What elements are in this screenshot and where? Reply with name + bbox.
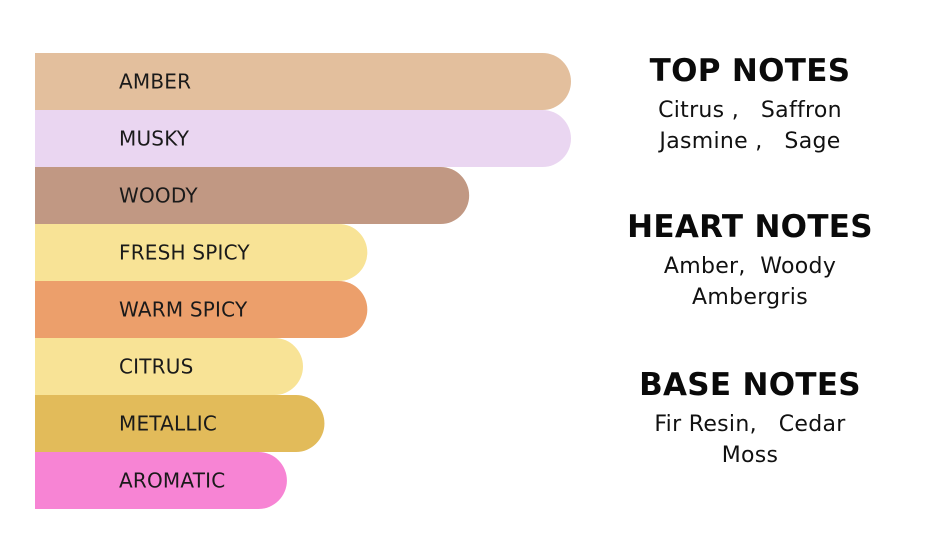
accord-label-warm-spicy: WARM SPICY	[119, 298, 248, 322]
accord-bar-metallic	[35, 395, 325, 452]
top-notes-section: TOP NOTES Citrus , Saffron Jasmine , Sag…	[600, 52, 900, 157]
heart-notes-heading: HEART NOTES	[627, 209, 873, 245]
heart-notes-line-1: Amber, Woody	[663, 254, 837, 279]
top-notes-line-2: Jasmine , Sage	[659, 129, 841, 154]
top-notes-line-1: Citrus , Saffron	[658, 98, 842, 123]
base-notes-heading: BASE NOTES	[639, 367, 861, 403]
accord-bar-amber	[35, 53, 571, 110]
accord-label-amber: AMBER	[119, 70, 191, 94]
heart-notes-section: HEART NOTES Amber, Woody Ambergris	[600, 208, 900, 313]
base-notes-line-2: Moss	[721, 443, 779, 468]
accord-bar-citrus	[35, 338, 303, 395]
main-accords-chart: AMBER MUSKY WOODY FRESH SPICY WARM SPICY CITR…	[35, 53, 571, 509]
base-notes-line-1: Fir Resin, Cedar	[654, 412, 846, 437]
accord-bar-warm-spicy	[35, 281, 368, 338]
accord-label-woody: WOODY	[119, 184, 198, 208]
accord-label-musky: MUSKY	[119, 127, 190, 151]
notes-panel: TOP NOTES Citrus , Saffron Jasmine , Sag…	[600, 0, 900, 558]
accord-bar-aromatic	[35, 452, 287, 509]
accord-label-aromatic: AROMATIC	[119, 469, 225, 493]
accord-bar-woody	[35, 167, 470, 224]
accord-label-citrus: CITRUS	[119, 355, 194, 379]
top-notes-heading: TOP NOTES	[649, 53, 851, 89]
accord-bar-musky	[35, 110, 571, 167]
accord-label-metallic: METALLIC	[119, 412, 217, 436]
base-notes-section: BASE NOTES Fir Resin, Cedar Moss	[600, 366, 900, 471]
accord-bar-fresh-spicy	[35, 224, 368, 281]
heart-notes-line-2: Ambergris	[692, 285, 808, 310]
accord-label-fresh-spicy: FRESH SPICY	[119, 241, 250, 265]
